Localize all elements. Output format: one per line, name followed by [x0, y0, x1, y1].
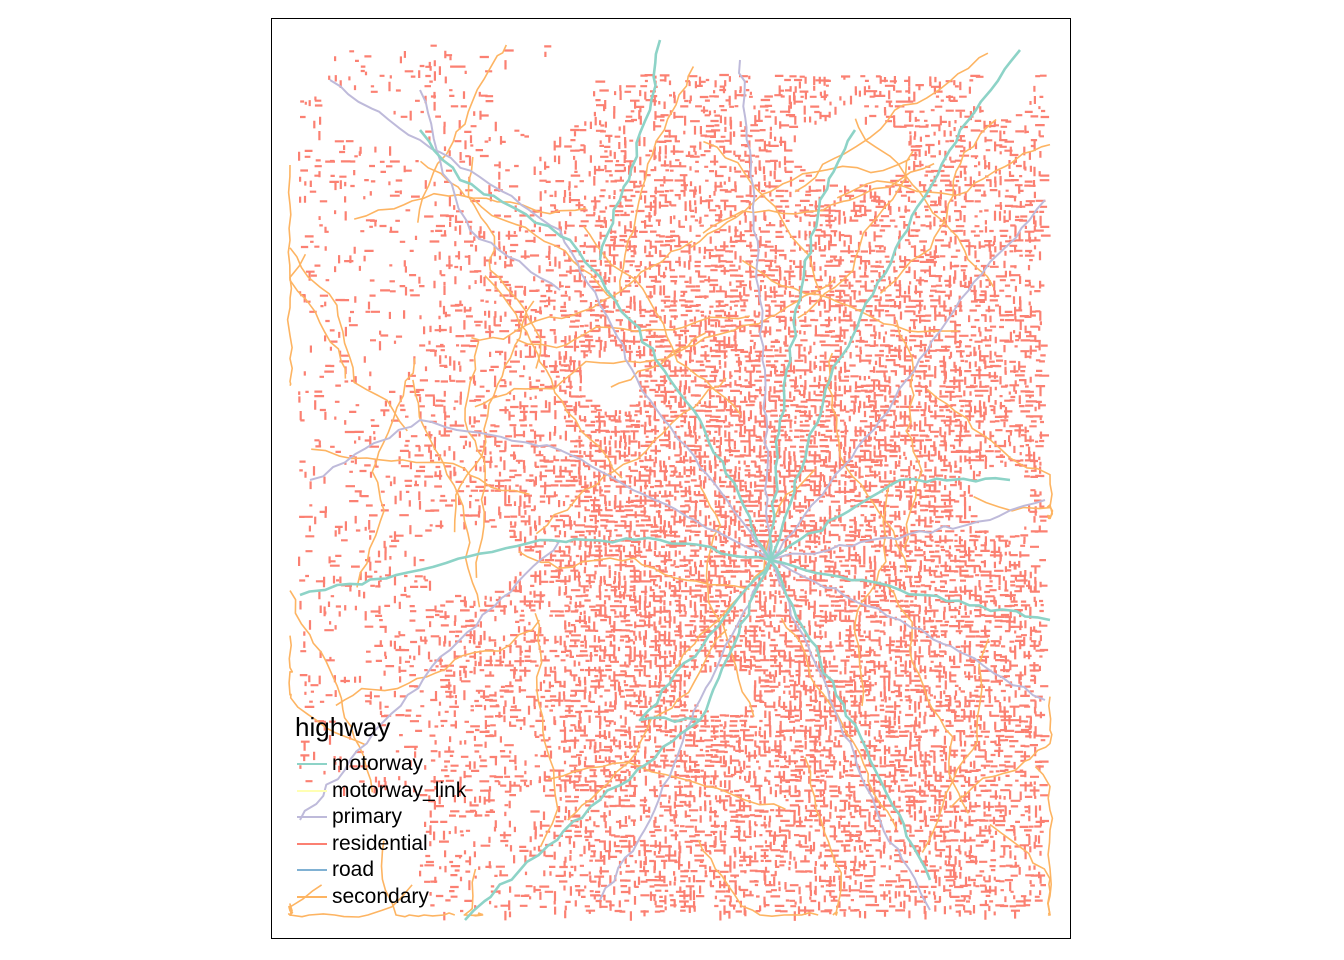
secondary-road — [535, 377, 727, 535]
secondary-road — [853, 481, 891, 707]
secondary-road — [836, 143, 1051, 199]
secondary-road — [989, 823, 1051, 916]
motorway-road — [299, 536, 771, 597]
legend-swatch-motorway-link — [297, 789, 327, 792]
secondary-road — [702, 162, 935, 234]
secondary-road — [949, 696, 1053, 809]
secondary-road — [516, 315, 750, 349]
legend-item-residential: residential — [295, 831, 428, 858]
primary-roads-layer — [299, 59, 1046, 911]
legend-item-motorway: motorway — [295, 751, 423, 778]
secondary-road — [289, 590, 374, 793]
motorway-road — [768, 129, 857, 561]
secondary-road — [289, 884, 413, 918]
secondary-road — [921, 638, 990, 853]
secondary-road — [463, 868, 484, 917]
primary-road — [419, 89, 561, 291]
motorway-road — [769, 476, 1011, 562]
legend-label: motorway — [332, 752, 424, 775]
secondary-road — [697, 839, 819, 917]
legend-label: motorway_link — [332, 778, 467, 802]
secondary-road — [287, 164, 347, 379]
primary-road — [299, 539, 561, 821]
secondary-road — [804, 756, 842, 916]
secondary-road — [886, 584, 970, 814]
primary-road — [769, 199, 1046, 561]
secondary-road — [464, 341, 486, 578]
primary-road — [329, 79, 771, 561]
legend-label: residential — [332, 831, 428, 855]
secondary-road — [484, 275, 623, 479]
secondary-road — [548, 761, 786, 810]
secondary-road — [879, 118, 997, 294]
secondary-road — [567, 628, 728, 821]
secondary-road — [583, 225, 742, 416]
secondary-road — [518, 550, 750, 590]
secondary-road — [794, 52, 989, 193]
legend-swatch-secondary — [297, 895, 327, 898]
legend-swatch-residential — [297, 842, 327, 845]
secondary-road — [353, 192, 587, 220]
motorway-road — [598, 39, 662, 261]
secondary-road — [380, 840, 456, 918]
legend-swatch-motorway — [297, 763, 327, 765]
secondary-road — [419, 160, 619, 303]
motorway-road — [638, 559, 772, 724]
secondary-road — [288, 635, 365, 746]
secondary-road — [780, 617, 898, 830]
residential-roads-layer — [298, 44, 1051, 921]
secondary-road — [289, 247, 408, 432]
secondary-road — [471, 240, 693, 341]
motorway-road — [768, 559, 932, 881]
motorway-roads-layer — [299, 39, 1051, 921]
legend-item-motorway-link: motorway_link — [295, 778, 466, 805]
secondary-road — [826, 352, 909, 571]
legend-swatch-primary — [297, 816, 327, 819]
secondary-road — [287, 884, 323, 916]
secondary-road — [534, 612, 559, 848]
primary-road — [309, 419, 771, 561]
legend-item-road: road — [295, 857, 390, 884]
secondary-road — [690, 158, 911, 249]
secondary-road — [619, 66, 695, 292]
primary-road — [769, 499, 1046, 561]
motorway-road — [464, 559, 772, 921]
secondary-road — [741, 259, 959, 333]
secondary-road — [895, 319, 923, 549]
map-legend: highway motorway motorway_link primary r… — [295, 712, 466, 911]
motorway-road — [418, 129, 772, 561]
primary-road — [769, 559, 1046, 701]
secondary-road — [417, 44, 508, 223]
legend-swatch-road — [297, 869, 327, 872]
motorway-road — [768, 49, 1022, 561]
legend-item-secondary: secondary — [295, 884, 429, 911]
primary-road — [738, 59, 772, 561]
legend-label: primary — [332, 805, 403, 829]
secondary-road — [973, 495, 1054, 520]
secondary-road — [453, 300, 535, 533]
legend-item-primary: primary — [295, 804, 402, 831]
secondary-road — [356, 358, 416, 588]
legend-title: highway — [295, 712, 391, 742]
residential-road-segments — [298, 44, 1051, 921]
secondary-road — [335, 619, 541, 707]
secondary-road — [699, 486, 755, 718]
legend-label: secondary — [332, 884, 429, 908]
secondary-road — [926, 388, 1054, 519]
secondary-roads-layer — [286, 44, 1054, 918]
secondary-road — [854, 118, 995, 288]
primary-road — [769, 559, 931, 911]
secondary-road — [703, 140, 821, 291]
motorway-road — [769, 558, 1051, 622]
legend-label: road — [332, 858, 375, 882]
